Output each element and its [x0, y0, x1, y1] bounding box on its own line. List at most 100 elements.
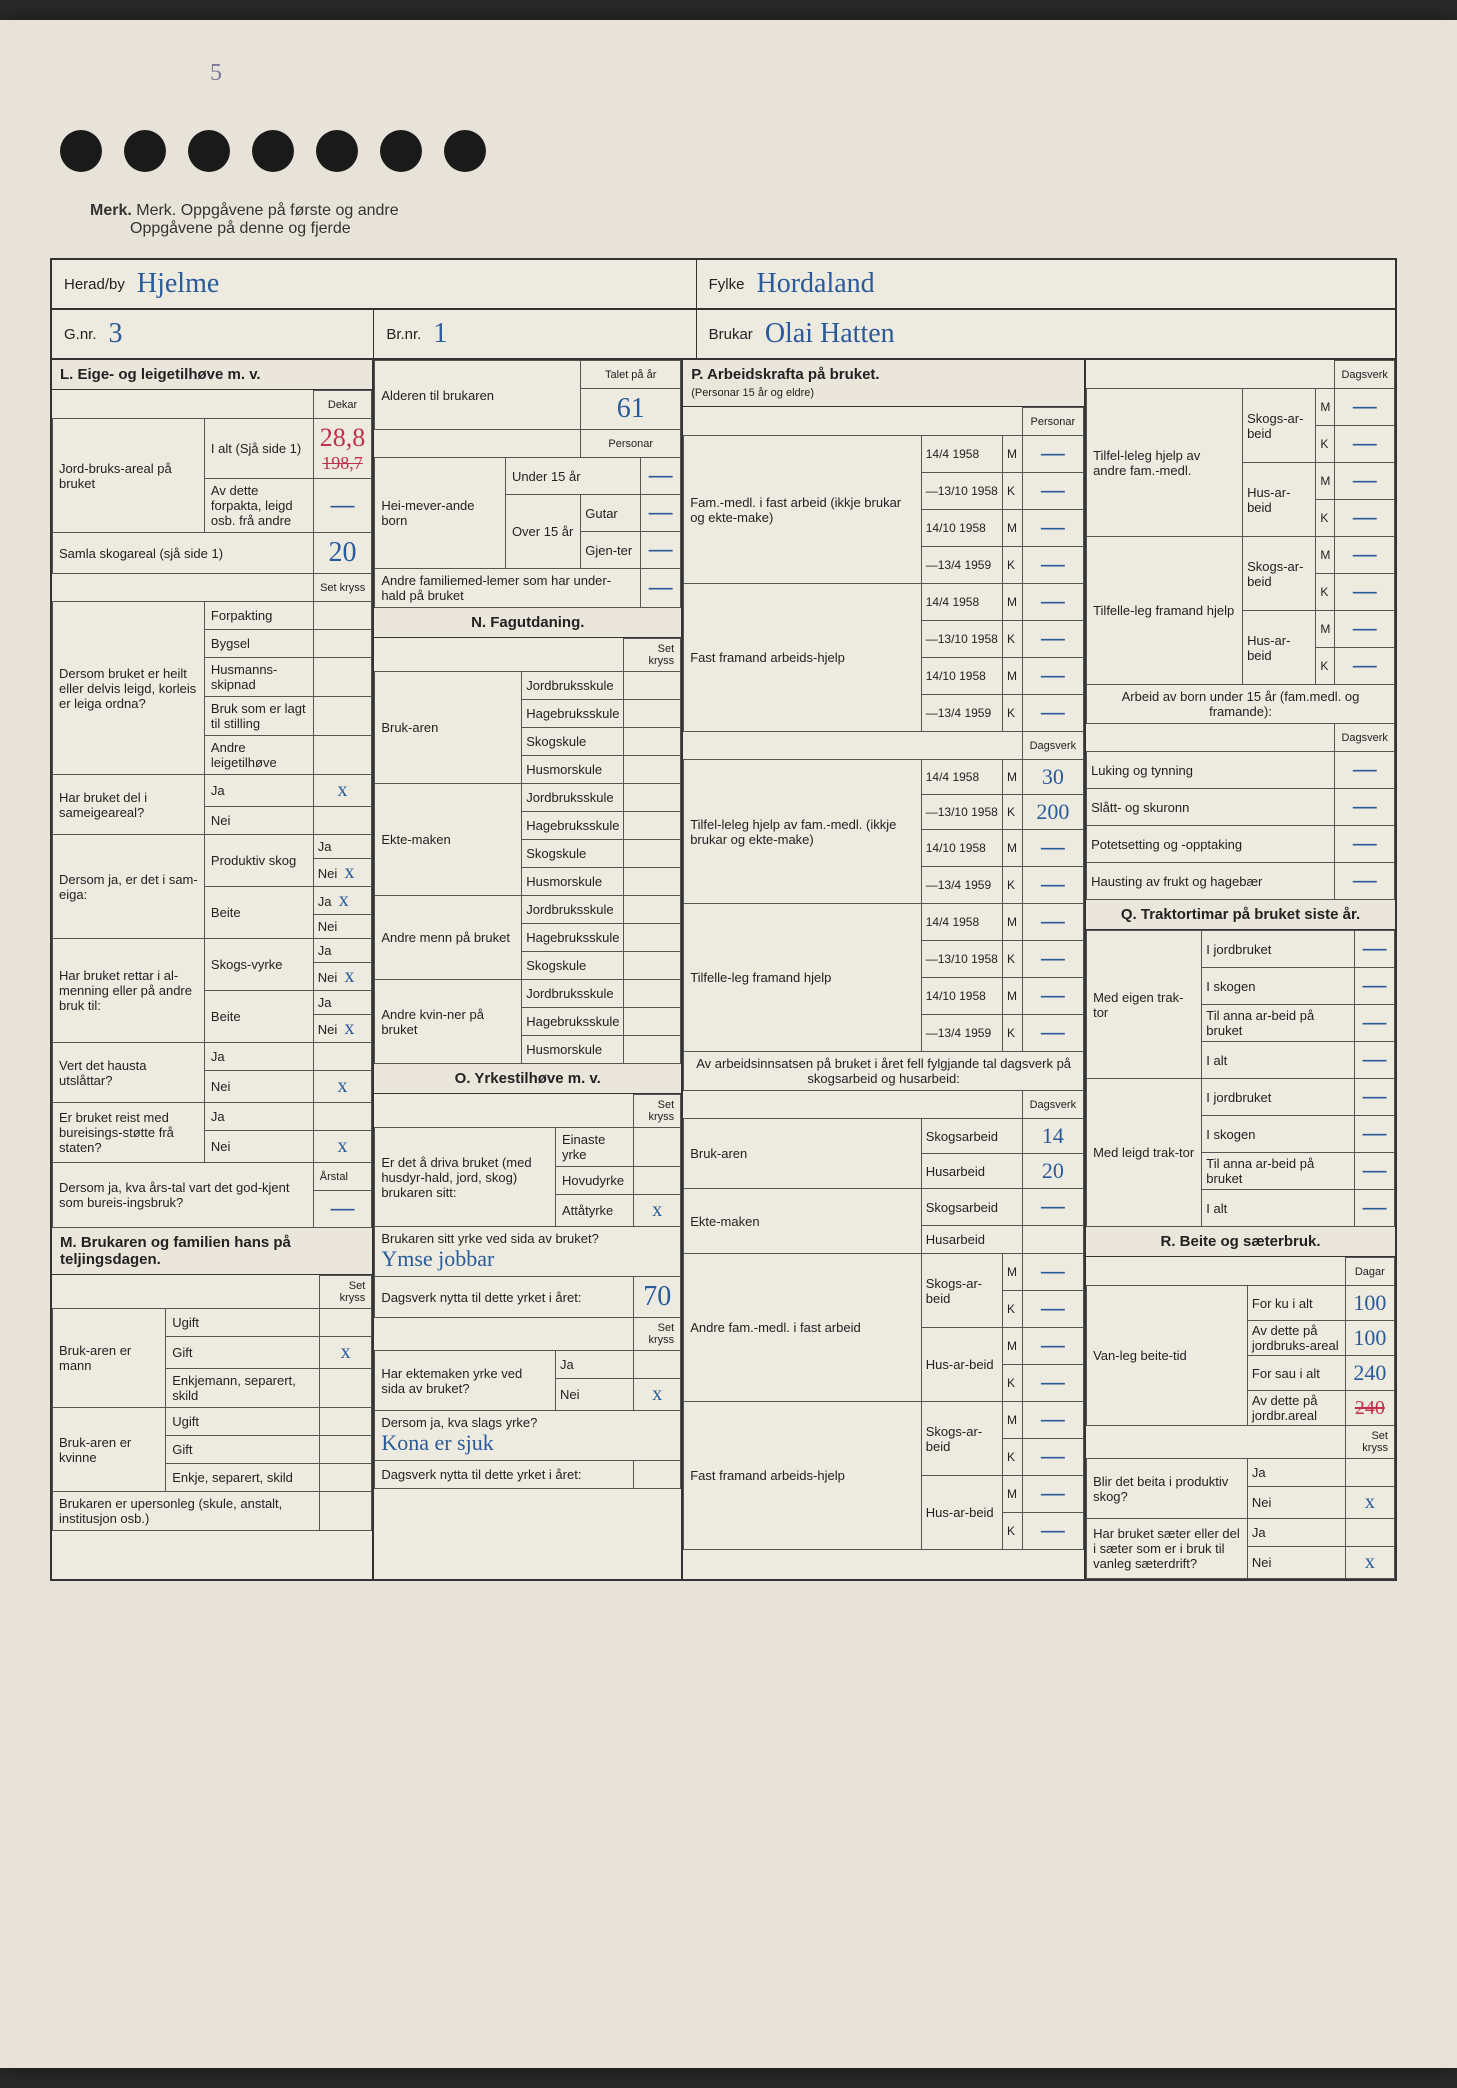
tilanna-2: Til anna ar-beid på bruket	[1202, 1153, 1355, 1190]
nei-R2: Nei	[1247, 1547, 1345, 1579]
k-9: K	[1003, 1291, 1023, 1328]
nei-2: Nei	[318, 866, 338, 881]
tilanna-1: Til anna ar-beid på bruket	[1202, 1005, 1355, 1042]
ijord-1: I jordbruket	[1202, 931, 1355, 968]
forku-value: 100	[1353, 1290, 1386, 1315]
page-number: 5	[210, 60, 222, 87]
dagsverk2-label: Dagsverk nytta til dette yrket i året:	[375, 1461, 634, 1489]
dersomja-O-value: Kona er sjuk	[381, 1430, 493, 1455]
section-P-title: P. Arbeidskrafta på bruket. (Personar 15…	[683, 360, 1084, 407]
beite2-label: Beite	[204, 991, 313, 1043]
setkryss-O2: Set kryss	[634, 1318, 681, 1351]
skogs-nei-x: x	[345, 965, 355, 987]
saeter-label: Har bruket sæter eller del i sæter som e…	[1087, 1519, 1248, 1579]
bruk-hus: 20	[1042, 1158, 1064, 1183]
godkjent-value: —	[313, 1191, 372, 1228]
dagsverk-R: Dagsverk	[1335, 361, 1395, 389]
tilfam-k1: 200	[1036, 799, 1069, 824]
ialt-1: I alt	[1202, 1042, 1355, 1079]
bruk-skog: 14	[1042, 1123, 1064, 1148]
k-6: K	[1003, 867, 1023, 904]
andreleige-label: Andre leigetilhøve	[204, 736, 313, 775]
setkryss-R: Set kryss	[1345, 1426, 1394, 1459]
potet: Potetsetting og -opptaking	[1087, 826, 1335, 863]
sida-label: Brukaren sitt yrke ved sida av bruket?	[381, 1231, 599, 1246]
p2-2: —13/10 1958	[921, 621, 1002, 658]
p4-3: —13/4 1959	[921, 867, 1002, 904]
ialt-2: I alt	[1202, 1190, 1355, 1227]
m-10: M	[1003, 1328, 1023, 1365]
m-13: M	[1316, 389, 1335, 426]
ja-3: Ja	[318, 894, 332, 909]
m-7: M	[1003, 904, 1023, 941]
gutar-label: Gutar	[581, 495, 641, 532]
dekar-label: Dekar	[313, 391, 372, 419]
p4-2: —13/4 1959	[921, 695, 1002, 732]
m-16: M	[1316, 611, 1335, 648]
section-P-sub: (Personar 15 år og eldre)	[691, 387, 814, 399]
k-1: K	[1003, 473, 1023, 510]
avdette-label: Av dette forpakta, leigd osb. frå andre	[204, 479, 313, 533]
husmor-1: Husmorskule	[522, 756, 624, 784]
skogs-ar4: Skogs-ar-beid	[1243, 537, 1316, 611]
section-R-title: R. Beite og sæterbruk.	[1086, 1227, 1395, 1257]
uperson-label: Brukaren er upersonleg (skule, anstalt, …	[53, 1492, 320, 1531]
nei-R1: Nei	[1247, 1487, 1345, 1519]
dagsverk-label: Dagsverk nytta til dette yrket i året:	[375, 1277, 634, 1318]
ektemaken-N: Ekte-maken	[375, 784, 522, 896]
husmor-4: Husmorskule	[522, 1036, 624, 1064]
merk-line1: Merk. Oppgåvene på første og andre	[136, 202, 398, 219]
gjenter-value: —	[641, 532, 681, 569]
medleigd: Med leigd trak-tor	[1087, 1079, 1202, 1227]
p1-2: 14/4 1958	[921, 584, 1002, 621]
section-O-title: O. Yrkestilhøve m. v.	[374, 1064, 681, 1094]
tilfelleleg-framand-label: Tilfelle-leg framand hjelp	[1087, 537, 1243, 685]
brukaren-N: Bruk-aren	[375, 672, 522, 784]
hausting: Hausting av frukt og hagebær	[1087, 863, 1335, 900]
jordbruk-1: Jordbruksskule	[522, 672, 624, 700]
ja-O: Ja	[555, 1351, 633, 1379]
attat-x: x	[634, 1195, 681, 1227]
hagebruk-1: Hagebruksskule	[522, 700, 624, 728]
beita-label: Blir det beita i produktiv skog?	[1087, 1459, 1248, 1519]
p4-1: —13/4 1959	[921, 547, 1002, 584]
m-8: M	[1003, 978, 1023, 1015]
p2-1: —13/10 1958	[921, 473, 1002, 510]
setkryss-L: Set kryss	[313, 574, 372, 602]
tilfelleleg-andre-label: Tilfel-leleg hjelp av andre fam.-medl.	[1087, 389, 1243, 537]
andrefam-P: Andre fam.-medl. i fast arbeid	[684, 1254, 922, 1402]
arbeid-born-label: Arbeid av born under 15 år (fam.medl. og…	[1087, 685, 1395, 724]
m-9: M	[1003, 1254, 1023, 1291]
section-L-title: L. Eige- og leigetilhøve m. v.	[52, 360, 372, 390]
ektemaken-P: Ekte-maken	[684, 1189, 922, 1254]
k-5: K	[1003, 795, 1023, 830]
sameige-q: Har bruket del i sameigeareal?	[53, 775, 205, 835]
ja-1: Ja	[204, 775, 313, 807]
reist-nei-x: x	[313, 1131, 372, 1163]
husmann-label: Husmanns-skipnad	[204, 658, 313, 697]
p3-4: 14/10 1958	[921, 978, 1002, 1015]
over15-label: Over 15 år	[505, 495, 580, 569]
nei-O: Nei	[555, 1379, 633, 1411]
andrefam-label: Andre familiemed-lemer som har under-hal…	[375, 569, 641, 608]
ugift-k: Ugift	[166, 1408, 320, 1436]
heime-label: Hei-mever-ande born	[375, 458, 506, 569]
husarbeid-2: Husarbeid	[921, 1226, 1022, 1254]
vert-nei-x: x	[313, 1071, 372, 1103]
k-7: K	[1003, 941, 1023, 978]
form: Herad/by Hjelme Fylke Hordaland G.nr. 3 …	[50, 258, 1397, 1581]
setkryss-N: Set kryss	[624, 639, 681, 672]
kvinne-label: Bruk-aren er kvinne	[53, 1408, 166, 1492]
nei-7: Nei	[204, 1131, 313, 1163]
avdette-sau-value: 240	[1355, 1397, 1385, 1419]
setkryss-M: Set kryss	[319, 1276, 371, 1309]
fastframand-label: Fast framand arbeids-hjelp	[684, 584, 922, 732]
m-2: M	[1003, 510, 1023, 547]
nei-5: Nei	[318, 1022, 338, 1037]
m-12: M	[1003, 1476, 1023, 1513]
tilfram-label: Tilfelle-leg framand hjelp	[684, 904, 922, 1052]
punch-holes	[60, 130, 1397, 172]
beite-label: Beite	[204, 887, 313, 939]
jordbruks-label: Jord-bruks-areal på bruket	[53, 419, 205, 533]
skog-1: Skogskule	[522, 728, 624, 756]
